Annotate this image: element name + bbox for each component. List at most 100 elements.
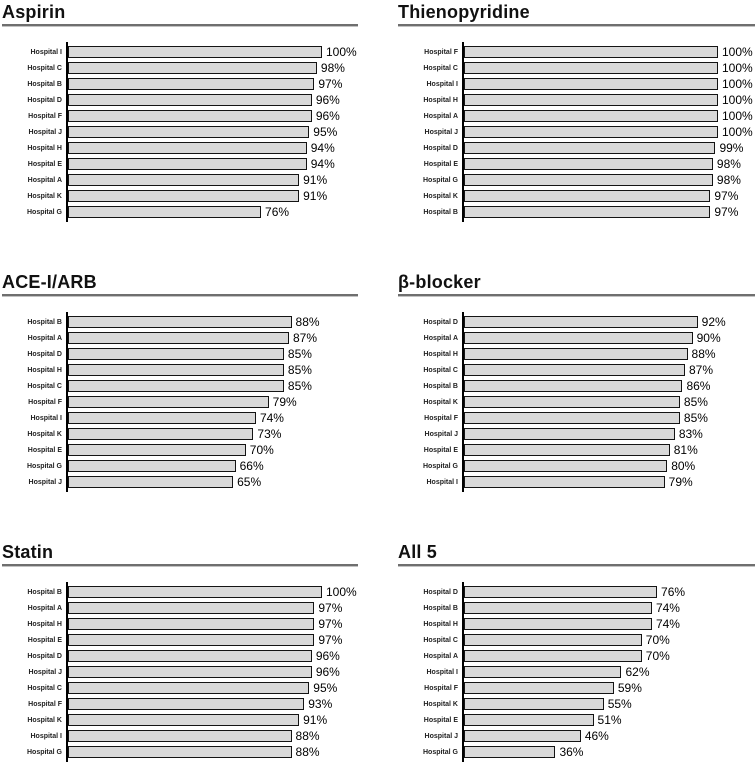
category-label: Hospital H [27,620,62,628]
bar-row: Hospital K 55% [398,697,756,711]
category-label: Hospital H [423,96,458,104]
bar [464,714,594,726]
category-label: Hospital E [423,716,458,724]
bar [68,142,307,154]
value-label: 62% [625,665,650,679]
bar-row: Hospital D 96% [2,93,378,107]
bar-row: Hospital G 76% [2,205,378,219]
bar-row: Hospital J 95% [2,125,378,139]
category-label: Hospital E [27,446,62,454]
category-label: Hospital F [424,414,458,422]
bar-row: Hospital E 51% [398,713,756,727]
bar-row: Hospital F 79% [2,395,378,409]
category-label: Hospital D [27,350,62,358]
title-underline [2,294,358,296]
value-label: 80% [671,459,696,473]
value-label: 96% [315,665,340,679]
bar-row: Hospital A 100% [398,109,756,123]
chart-panel-all-5: All 5 Hospital D 76% Hospital B 74% Hospital… [378,540,756,766]
category-label: Hospital A [27,176,62,184]
value-label: 83% [678,427,703,441]
value-label: 81% [673,443,698,457]
category-label: Hospital E [27,160,62,168]
bar [68,46,322,58]
bar [68,94,312,106]
value-label: 97% [714,205,739,219]
bar [464,730,581,742]
bar [464,46,718,58]
value-label: 99% [719,141,744,155]
category-label: Hospital C [423,636,458,644]
bar-row: Hospital I 79% [398,475,756,489]
category-label: Hospital A [423,112,458,120]
bar [68,602,315,614]
value-label: 96% [315,109,340,123]
category-label: Hospital I [30,48,62,56]
bar-chart: Hospital I 100% Hospital C 98% Hospital B 97%… [2,42,378,222]
bar-row: Hospital D 85% [2,347,378,361]
bar [68,348,284,360]
y-axis-line [462,312,464,492]
bar-row: Hospital G 36% [398,745,756,759]
category-label: Hospital G [26,748,62,756]
bar-row: Hospital H 94% [2,141,378,155]
value-label: 46% [584,729,609,743]
value-label: 87% [688,363,713,377]
bar-chart: Hospital D 76% Hospital B 74% Hospital H 74% H… [398,582,756,762]
y-axis-line [66,582,68,762]
category-label: Hospital C [27,382,62,390]
bar-chart: Hospital B 88% Hospital A 87% Hospital D 85% H… [2,312,378,492]
bar [464,682,614,694]
y-axis-line [462,42,464,222]
category-label: Hospital I [30,732,62,740]
category-label: Hospital I [426,80,458,88]
value-label: 85% [683,411,708,425]
bar-row: Hospital B 97% [398,205,756,219]
bar-row: Hospital B 100% [2,585,378,599]
category-label: Hospital J [28,668,62,676]
bar-row: Hospital A 91% [2,173,378,187]
value-label: 97% [318,617,343,631]
bar-row: Hospital D 96% [2,649,378,663]
bar-row: Hospital F 59% [398,681,756,695]
value-label: 96% [315,93,340,107]
category-label: Hospital J [28,478,62,486]
bar-row: Hospital J 100% [398,125,756,139]
bar [464,126,718,138]
value-label: 100% [326,585,357,599]
bar-row: Hospital A 90% [398,331,756,345]
bar [68,126,310,138]
chart-panel-aspirin: Aspirin Hospital I 100% Hospital C 98% Hospi… [0,0,378,270]
bar-chart: Hospital F 100% Hospital C 100% Hospital I 10… [398,42,756,222]
bar [464,364,685,376]
bar-row: Hospital I 100% [398,77,756,91]
value-label: 85% [683,395,708,409]
bar [464,158,713,170]
bar [464,476,665,488]
value-label: 100% [722,125,753,139]
category-label: Hospital B [423,208,458,216]
category-label: Hospital I [426,478,458,486]
bar [68,62,317,74]
value-label: 93% [308,697,333,711]
bar [464,94,718,106]
bar-row: Hospital G 80% [398,459,756,473]
value-label: 70% [645,649,670,663]
chart-title: Statin [2,542,54,562]
bar [68,428,254,440]
bar-row: Hospital E 81% [398,443,756,457]
category-label: Hospital D [27,96,62,104]
category-label: Hospital C [27,684,62,692]
bar [68,444,246,456]
value-label: 100% [722,93,753,107]
bar [464,396,680,408]
y-axis-line [66,42,68,222]
category-label: Hospital F [28,398,62,406]
bar [464,110,718,122]
category-label: Hospital J [28,128,62,136]
category-label: Hospital C [27,64,62,72]
bar-row: Hospital E 98% [398,157,756,171]
title-underline [398,294,755,296]
category-label: Hospital C [423,64,458,72]
category-label: Hospital A [423,652,458,660]
